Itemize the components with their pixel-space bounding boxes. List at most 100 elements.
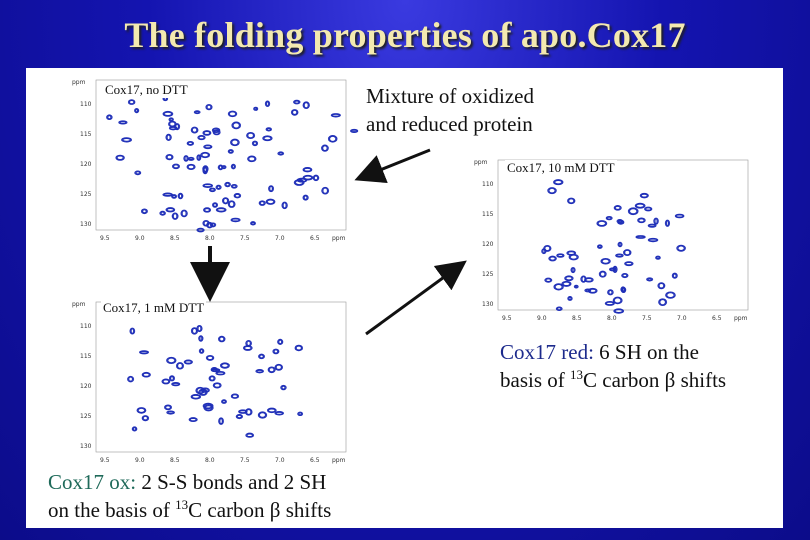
nmr-peak-contour xyxy=(585,289,591,292)
nmr-peak-contour xyxy=(295,345,302,351)
nmr-peak-contour xyxy=(134,108,139,113)
nmr-peak-contour xyxy=(197,228,204,232)
nmr-peak-contour xyxy=(187,164,195,170)
nmr-peak-contour xyxy=(269,367,275,373)
x-tick-label: 7.5 xyxy=(240,457,250,464)
nmr-peak-contour xyxy=(274,363,284,371)
nmr-peak-contour xyxy=(184,156,188,161)
nmr-peak-contour xyxy=(186,163,196,171)
nmr-peak-contour xyxy=(649,238,657,242)
nmr-peak-contour xyxy=(217,208,226,212)
nmr-peak-contour xyxy=(617,219,622,223)
nmr-peak-contour xyxy=(665,220,670,227)
nmr-peak-contour xyxy=(676,245,686,252)
nmr-peak-contour xyxy=(618,242,622,247)
y-tick-label: 110 xyxy=(482,181,494,188)
nmr-peak-contour xyxy=(255,369,264,374)
nmr-peak-contour xyxy=(221,399,227,404)
nmr-peak-contour xyxy=(281,385,286,390)
nmr-peak-contour xyxy=(574,285,578,289)
nmr-peak-contour xyxy=(202,130,212,136)
nmr-peak-contour xyxy=(629,208,638,215)
nmr-peak-contour xyxy=(171,382,180,386)
nmr-peak-contour xyxy=(191,395,200,399)
nmr-peak-contour xyxy=(573,284,579,289)
nmr-peak-contour xyxy=(556,253,564,258)
nmr-peak-contour xyxy=(209,188,216,192)
nmr-peak-contour xyxy=(298,412,302,416)
nmr-peak-contour xyxy=(321,145,329,152)
nmr-peak-contour xyxy=(677,245,685,251)
ox-caption-line2-post: C carbon β shifts xyxy=(188,498,332,522)
y-tick-label: 125 xyxy=(80,413,92,420)
nmr-peak-contour xyxy=(230,138,240,147)
nmr-peak-contour xyxy=(221,197,230,205)
nmr-peak-contour xyxy=(613,205,622,211)
nmr-peak-contour xyxy=(131,426,138,432)
y-tick-label: 120 xyxy=(80,383,92,390)
nmr-peak-contour xyxy=(658,283,664,289)
nmr-peak-contour xyxy=(163,111,172,116)
nmr-peak-contour xyxy=(568,297,572,300)
nmr-peak-contour xyxy=(203,144,212,149)
nmr-peak-contour xyxy=(606,216,612,220)
nmr-peak-contour xyxy=(612,296,623,305)
nmr-peak-contour xyxy=(615,253,624,258)
x-axis-unit: ppm xyxy=(734,315,748,322)
nmr-peak-contour xyxy=(232,122,241,129)
nmr-peak-contour xyxy=(222,400,226,403)
nmr-peak-contour xyxy=(266,127,272,131)
nmr-peak-contour xyxy=(614,205,622,211)
nmr-peak-contour xyxy=(647,278,652,281)
nmr-peak-contour xyxy=(200,152,210,158)
nmr-peak-contour xyxy=(616,218,624,224)
nmr-peak-contour xyxy=(193,110,201,115)
spectrum-no-dtt: ppm 110 115 120 125 130 9.5 9.0 8.5 8.0 7.5 7.0 6.5 p… xyxy=(72,79,359,242)
nmr-peak-contour xyxy=(627,207,639,216)
nmr-peak-contour xyxy=(666,292,675,298)
nmr-peak-contour xyxy=(636,203,645,208)
nmr-peak-contour xyxy=(159,210,166,216)
ox-caption: Cox17 ox: 2 S-S bonds and 2 SH on the ba… xyxy=(48,468,331,524)
nmr-peak-contour xyxy=(229,201,235,207)
nmr-peak-contour xyxy=(607,289,614,295)
nmr-peak-contour xyxy=(170,127,177,130)
nmr-peak-contour xyxy=(223,198,228,204)
nmr-peak-contour xyxy=(553,179,563,185)
nmr-peak-contour xyxy=(262,135,272,141)
nmr-peak-contour xyxy=(141,415,150,422)
nmr-peak-contour xyxy=(192,328,197,334)
nmr-peak-contour xyxy=(584,288,592,293)
nmr-peak-contour xyxy=(213,203,217,207)
nmr-peak-contour xyxy=(127,99,136,105)
nmr-peak-contour xyxy=(597,244,603,249)
nmr-peak-contour xyxy=(215,184,222,190)
nmr-peak-contour xyxy=(622,274,628,278)
nmr-peak-contour xyxy=(107,115,112,120)
nmr-peak-contour xyxy=(236,414,243,419)
nmr-peak-contour xyxy=(243,345,252,351)
nmr-peak-contour xyxy=(247,156,256,162)
nmr-peak-contour xyxy=(169,117,174,122)
nmr-peak-contour xyxy=(140,351,148,354)
nmr-peak-contour xyxy=(547,187,557,195)
ox-caption-line2-pre: on the basis of xyxy=(48,498,176,522)
nmr-peak-contour xyxy=(258,200,266,206)
nmr-peak-contour xyxy=(135,108,138,113)
nmr-peak-contour xyxy=(302,167,313,173)
nmr-peak-contour xyxy=(655,255,661,260)
nmr-peak-contour xyxy=(212,129,221,136)
nmr-peak-contour xyxy=(638,218,645,223)
nmr-peak-contour xyxy=(169,118,173,121)
nmr-peak-contour xyxy=(233,193,242,199)
nmr-peak-contour xyxy=(188,157,194,161)
nmr-peak-contour xyxy=(251,140,259,147)
nmr-peak-contour xyxy=(206,222,213,228)
nmr-peak-contour xyxy=(173,213,178,219)
nmr-peak-contour xyxy=(621,273,629,279)
nmr-peak-contour xyxy=(199,389,207,395)
nmr-peak-contour xyxy=(621,286,625,292)
nmr-peak-contour xyxy=(204,145,212,149)
nmr-peak-contour xyxy=(621,287,625,292)
nmr-peak-contour xyxy=(303,167,312,172)
